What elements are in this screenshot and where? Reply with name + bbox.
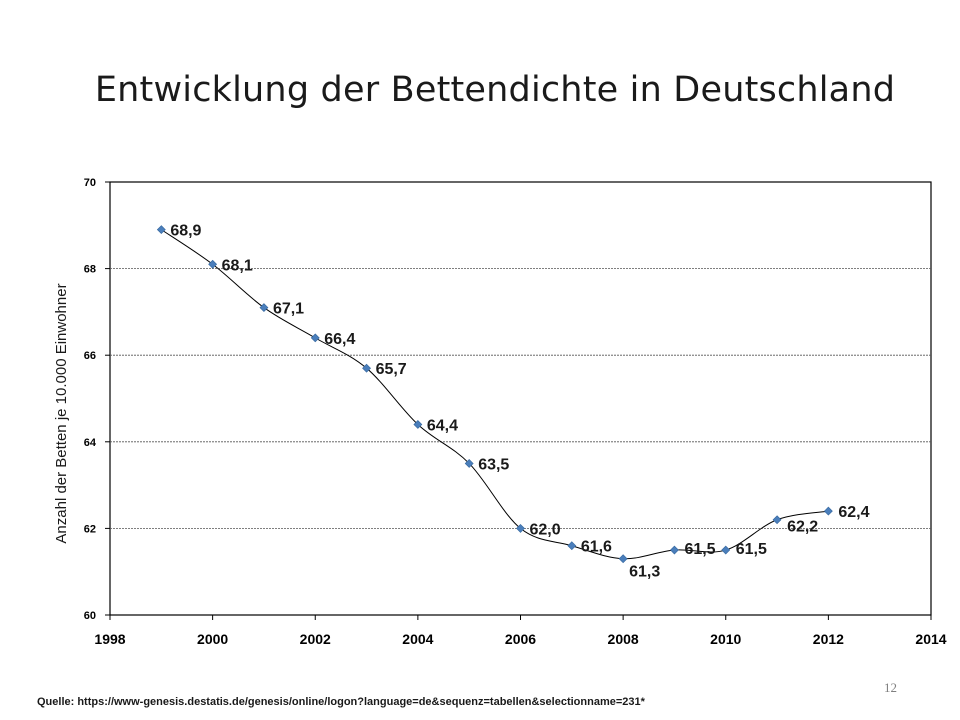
page-number: 12 — [884, 680, 897, 695]
data-point — [413, 420, 423, 429]
x-tick-label: 2000 — [197, 631, 228, 647]
data-point — [721, 545, 731, 555]
x-tick-label: 1998 — [94, 631, 125, 647]
data-point — [208, 259, 218, 269]
series-line — [161, 229, 829, 560]
data-label: 65,7 — [376, 361, 407, 378]
data-point — [772, 515, 782, 525]
data-label: 61,6 — [581, 539, 612, 556]
data-label: 68,1 — [222, 257, 253, 274]
data-label: 63,5 — [478, 456, 509, 473]
data-point — [464, 459, 474, 468]
data-label: 66,4 — [324, 331, 355, 348]
data-point — [618, 554, 628, 564]
data-point — [670, 545, 679, 555]
data-point — [259, 303, 269, 312]
y-tick-label: 70 — [84, 177, 96, 189]
y-tick-label: 68 — [84, 264, 96, 276]
y-tick-label: 66 — [84, 350, 96, 362]
source-note: Quelle: https://www-genesis.destatis.de/… — [37, 696, 645, 708]
data-point — [823, 506, 833, 516]
data-label: 68,9 — [170, 223, 201, 240]
data-point — [310, 333, 320, 343]
y-axis-label: Anzahl der Betten je 10.000 Einwohner — [53, 283, 70, 543]
data-point — [362, 363, 371, 373]
data-point — [567, 541, 577, 551]
data-label: 62,0 — [530, 521, 561, 538]
data-label: 64,4 — [427, 417, 458, 434]
data-point — [156, 225, 166, 235]
data-label: 62,4 — [838, 504, 869, 521]
data-point — [516, 523, 525, 533]
data-label: 61,3 — [629, 564, 660, 581]
data-label: 61,5 — [684, 541, 715, 558]
x-tick-label: 2006 — [505, 631, 536, 647]
data-label: 67,1 — [273, 301, 304, 318]
y-tick-label: 62 — [84, 523, 96, 535]
plot-area — [109, 181, 932, 616]
y-tick-label: 60 — [84, 610, 96, 622]
data-label: 62,2 — [787, 519, 818, 536]
x-tick-label: 2004 — [402, 631, 433, 647]
x-tick-label: 2002 — [300, 631, 331, 647]
x-tick-label: 2014 — [915, 631, 946, 647]
data-label: 61,5 — [736, 541, 767, 558]
x-tick-label: 2008 — [608, 631, 639, 647]
x-tick-label: 2012 — [813, 631, 844, 647]
x-tick-label: 2010 — [710, 631, 741, 647]
y-tick-label: 64 — [84, 437, 97, 449]
slide-title: Entwicklung der Bettendichte in Deutschl… — [94, 70, 896, 110]
